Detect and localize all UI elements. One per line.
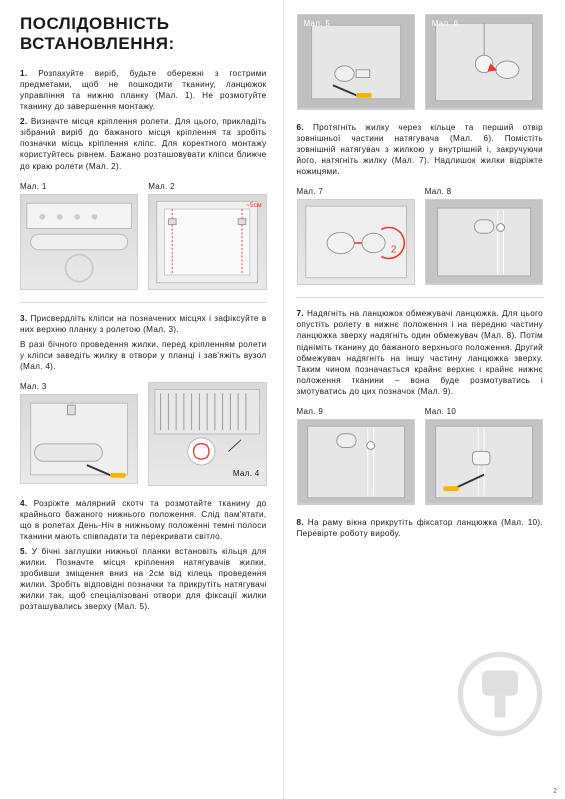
figure-label: Мал. 6 bbox=[432, 19, 459, 28]
figure-label: Мал. 4 bbox=[233, 469, 260, 478]
step-text: Протягніть жилку через кільце та перший … bbox=[297, 123, 544, 176]
figure-illustration: 2 bbox=[297, 199, 415, 285]
section-divider bbox=[20, 302, 267, 303]
step-text: У бічні заглушки нижньої планки встанові… bbox=[20, 547, 267, 611]
figure-illustration bbox=[20, 194, 138, 290]
figure-illustration: Мал. 5 bbox=[297, 14, 415, 110]
figure-label: Мал. 9 bbox=[297, 407, 415, 416]
figure-row-5-6: Мал. 5 Мал. 6 bbox=[297, 14, 544, 110]
figure-label: Мал. 1 bbox=[20, 182, 138, 191]
step-2: 2. Визначте місця кріплення ролети. Для … bbox=[20, 116, 267, 171]
step-1: 1. Розпакуйте виріб, будьте обережні з г… bbox=[20, 68, 267, 112]
figure-illustration bbox=[297, 419, 415, 505]
step-number: 4. bbox=[20, 499, 27, 508]
step-text: Присвердліть кліпси на позначених місцях… bbox=[20, 314, 267, 334]
figure-row-1-2: Мал. 1 Мал. 2 bbox=[20, 182, 267, 290]
figure-label: Мал. 3 bbox=[20, 382, 138, 391]
step-number: 6. bbox=[297, 123, 304, 132]
step-7: 7. Надягніть на ланцюжок обмежувачі ланц… bbox=[297, 308, 544, 397]
figure-label: Мал. 10 bbox=[425, 407, 543, 416]
figure-4: Мал. 4 bbox=[148, 382, 266, 486]
figure-8: Мал. 8 bbox=[425, 187, 543, 285]
step-3: 3. Присвердліть кліпси на позначених міс… bbox=[20, 313, 267, 335]
step-number: 2. bbox=[20, 117, 27, 126]
figure-3: Мал. 3 bbox=[20, 382, 138, 486]
step-8: 8. На раму вікна прикрутіть фіксатор лан… bbox=[297, 517, 544, 539]
page-number: 2 bbox=[553, 788, 557, 795]
page: ПОСЛІДОВНІСТЬ ВСТАНОВЛЕННЯ: 1. Розпакуйт… bbox=[0, 0, 565, 799]
watermark-logo bbox=[455, 649, 545, 739]
figure-label: Мал. 2 bbox=[148, 182, 266, 191]
step-3b: В разі бічного проведення жилки, перед к… bbox=[20, 339, 267, 372]
step-number: 1. bbox=[20, 69, 27, 78]
figure-illustration bbox=[20, 394, 138, 484]
figure-6: Мал. 6 bbox=[425, 14, 543, 110]
figure-2: Мал. 2 ~5см bbox=[148, 182, 266, 290]
figure-5: Мал. 5 bbox=[297, 14, 415, 110]
section-divider bbox=[297, 297, 544, 298]
step-number: 8. bbox=[297, 518, 304, 527]
svg-text:~5см: ~5см bbox=[246, 202, 262, 209]
left-column: ПОСЛІДОВНІСТЬ ВСТАНОВЛЕННЯ: 1. Розпакуйт… bbox=[0, 0, 283, 799]
figure-10: Мал. 10 bbox=[425, 407, 543, 505]
figure-9: Мал. 9 bbox=[297, 407, 415, 505]
step-text: Розріжте малярний скотч та розмотайте тк… bbox=[20, 499, 267, 541]
figure-row-9-10: Мал. 9 Мал. 10 bbox=[297, 407, 544, 505]
figure-label: Мал. 8 bbox=[425, 187, 543, 196]
step-number: 3. bbox=[20, 314, 27, 323]
step-5: 5. У бічні заглушки нижньої планки встан… bbox=[20, 546, 267, 612]
figure-row-7-8: Мал. 7 2 Мал. 8 bbox=[297, 187, 544, 285]
figure-row-3-4: Мал. 3 bbox=[20, 382, 267, 486]
page-title: ПОСЛІДОВНІСТЬ ВСТАНОВЛЕННЯ: bbox=[20, 14, 267, 54]
figure-label: Мал. 7 bbox=[297, 187, 415, 196]
step-6: 6. Протягніть жилку через кільце та перш… bbox=[297, 122, 544, 177]
step-text: Визначте місця кріплення ролети. Для цьо… bbox=[20, 117, 267, 170]
figure-illustration: ~5см bbox=[148, 194, 266, 290]
step-4: 4. Розріжте малярний скотч та розмотайте… bbox=[20, 498, 267, 542]
step-number: 7. bbox=[297, 309, 304, 318]
figure-illustration bbox=[425, 199, 543, 285]
figure-7: Мал. 7 2 bbox=[297, 187, 415, 285]
step-number: 5. bbox=[20, 547, 27, 556]
right-column: Мал. 5 Мал. 6 bbox=[283, 0, 565, 799]
figure-label: Мал. 5 bbox=[304, 19, 331, 28]
step-text: Надягніть на ланцюжок обмежувачі ланцюжк… bbox=[297, 309, 544, 395]
figure-illustration: Мал. 4 bbox=[148, 382, 266, 486]
figure-illustration bbox=[425, 419, 543, 505]
figure-illustration: Мал. 6 bbox=[425, 14, 543, 110]
step-text: Розпакуйте виріб, будьте обережні з гост… bbox=[20, 69, 267, 111]
step-text: На раму вікна прикрутіть фіксатор ланцюж… bbox=[297, 518, 544, 538]
figure-1: Мал. 1 bbox=[20, 182, 138, 290]
svg-text:2: 2 bbox=[391, 245, 396, 256]
